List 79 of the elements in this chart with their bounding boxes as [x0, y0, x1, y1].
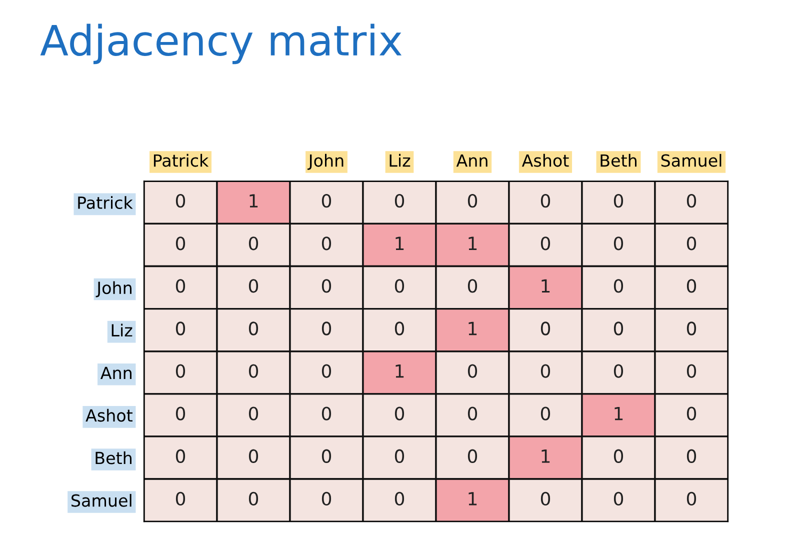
data-label: 0 — [468, 194, 478, 208]
data-label: 0 — [176, 492, 186, 506]
data-label: 0 — [322, 194, 332, 208]
x-tick-label: Ann — [456, 154, 488, 167]
y-tick-label: Patrick — [78, 196, 133, 210]
data-label: 0 — [322, 406, 332, 420]
data-label: 0 — [394, 279, 404, 293]
data-label: 1 — [468, 322, 477, 336]
data-label: 0 — [686, 364, 696, 378]
data-label: 0 — [394, 406, 404, 420]
data-label: 0 — [394, 194, 404, 208]
data-label: 0 — [614, 279, 624, 293]
data-label: 0 — [176, 279, 186, 293]
data-label: 0 — [248, 364, 258, 378]
data-label: 0 — [468, 406, 478, 420]
data-label: 0 — [394, 322, 404, 336]
data-label: 0 — [248, 322, 258, 336]
data-label: 0 — [686, 492, 696, 506]
data-label: 0 — [248, 279, 258, 293]
data-label: 0 — [468, 449, 478, 463]
data-label: 0 — [686, 322, 696, 336]
x-tick-label: Beth — [600, 154, 636, 167]
data-label: 0 — [394, 492, 404, 506]
y-tick-label: Samuel — [72, 494, 132, 507]
data-label: 0 — [322, 236, 332, 250]
data-label: 0 — [540, 194, 550, 208]
data-label: 0 — [322, 322, 332, 336]
data-label: 0 — [540, 236, 550, 250]
x-tick-label: Liz — [390, 154, 410, 167]
x-tick-label: Patrick — [154, 154, 209, 167]
data-label: 0 — [248, 492, 258, 506]
data-label: 0 — [686, 236, 696, 250]
data-label: 0 — [468, 364, 478, 378]
data-label: 0 — [540, 322, 550, 336]
data-label: 0 — [248, 406, 258, 420]
data-label: 0 — [686, 194, 696, 208]
data-label: 1 — [468, 236, 477, 250]
data-label: 1 — [250, 194, 258, 208]
data-label: 0 — [176, 194, 186, 208]
data-label: 0 — [540, 406, 550, 420]
y-tick-label: Ann — [100, 366, 132, 379]
y-tick-label: Liz — [112, 324, 132, 336]
data-label: 0 — [176, 406, 186, 420]
data-label: 0 — [540, 364, 550, 378]
data-label: 0 — [686, 449, 696, 463]
data-label: 0 — [322, 279, 332, 293]
data-label: 0 — [394, 449, 404, 463]
x-tick-label: John — [308, 154, 344, 170]
data-label: 0 — [248, 449, 258, 463]
data-label: 1 — [396, 236, 404, 250]
data-label: 0 — [322, 492, 332, 506]
x-tick-label: Samuel — [661, 154, 722, 167]
chart-title: Adjacency matrix — [40, 24, 402, 64]
y-tick-label: Beth — [96, 451, 132, 464]
data-label: 0 — [176, 449, 186, 463]
data-label: 0 — [176, 364, 186, 378]
data-label: 0 — [614, 449, 624, 463]
data-label: 0 — [468, 279, 478, 293]
data-label: 0 — [540, 492, 550, 506]
data-label: 0 — [686, 406, 696, 420]
data-label: 0 — [322, 449, 332, 463]
data-label: 1 — [542, 279, 550, 293]
data-label: 0 — [248, 236, 258, 250]
data-label: 0 — [322, 364, 332, 378]
data-label: 0 — [176, 236, 186, 250]
data-label: 0 — [176, 322, 186, 336]
y-tick-label: John — [96, 281, 132, 298]
x-tick-label: Ashot — [522, 154, 569, 167]
data-label: 0 — [614, 236, 624, 250]
y-tick-label: Ashot — [86, 408, 132, 422]
data-label: 1 — [542, 450, 550, 463]
data-label: 1 — [396, 364, 404, 378]
data-label: 1 — [614, 407, 623, 420]
data-label: 0 — [614, 322, 624, 336]
data-label: 0 — [686, 279, 696, 293]
data-label: 0 — [614, 492, 624, 506]
data-label: 0 — [614, 364, 624, 378]
data-label: 0 — [614, 194, 624, 208]
data-label: 1 — [468, 492, 477, 506]
